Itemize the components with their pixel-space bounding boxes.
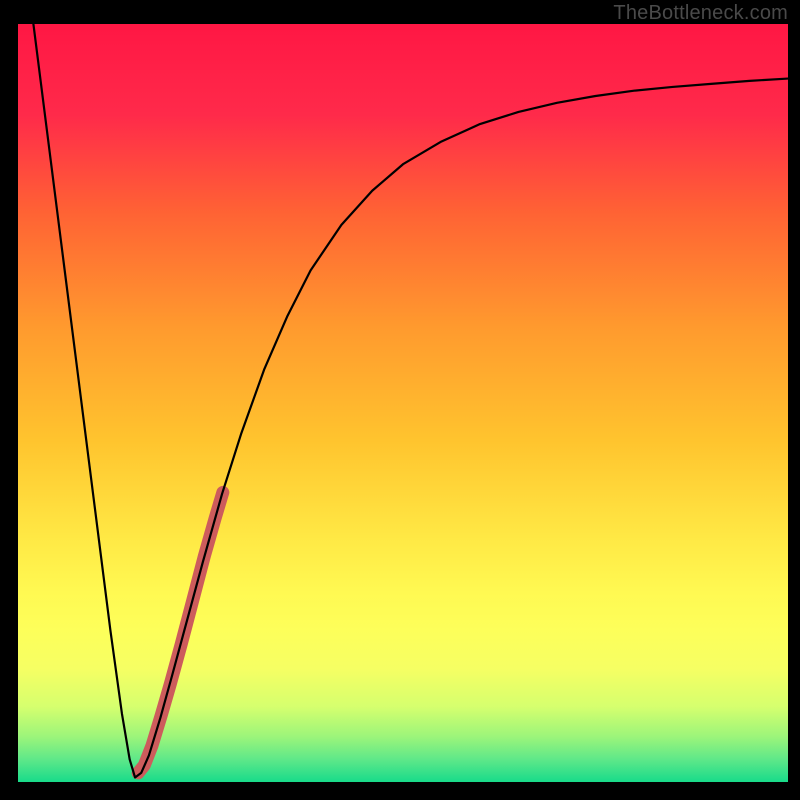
plot-area (18, 24, 788, 782)
chart-canvas (0, 0, 800, 800)
watermark-text: TheBottleneck.com (613, 2, 788, 25)
bottleneck-chart: TheBottleneck.com (0, 0, 800, 800)
